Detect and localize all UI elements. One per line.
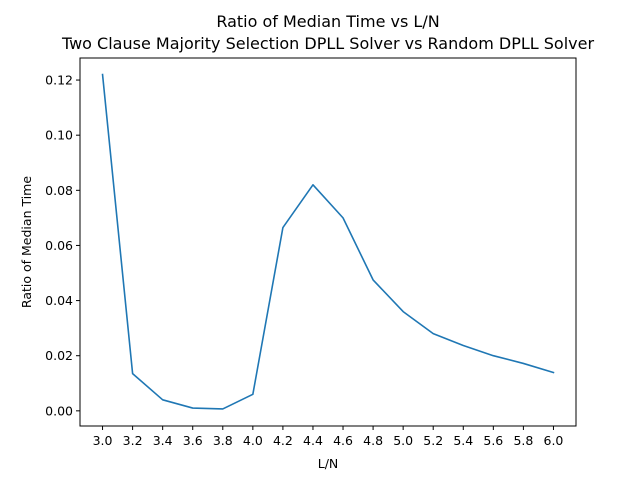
x-axis-ticks: 3.0 3.2 3.4 3.6 3.8 4.0 4.2 4.4 4.6 4.8 5.0 5.2 5.4 5… [93, 426, 564, 448]
y-tick-label: 0.02 [45, 348, 73, 363]
y-tick-label: 0.08 [45, 183, 73, 198]
series-line-0 [101, 73, 555, 410]
y-tick-label: 0.06 [45, 238, 73, 253]
x-tick-label: 3.4 [153, 433, 173, 448]
x-tick-label: 3.6 [183, 433, 203, 448]
x-tick-label: 4.2 [273, 433, 293, 448]
y-axis-label: Ratio of Median Time [19, 176, 34, 308]
chart-title: Ratio of Median Time vs L/N [216, 12, 439, 31]
x-tick-label: 4.4 [303, 433, 323, 448]
x-tick-label: 6.0 [544, 433, 564, 448]
x-tick-label: 4.6 [333, 433, 353, 448]
plot-area [79, 57, 577, 427]
y-tick-label: 0.12 [45, 73, 73, 88]
axes-frame [79, 57, 577, 427]
x-tick-label: 3.0 [93, 433, 113, 448]
y-axis-ticks: 0.00 0.02 0.04 0.06 0.08 0.10 0.12 [45, 73, 80, 418]
series-layer [101, 73, 555, 410]
x-tick-label: 3.2 [123, 433, 143, 448]
y-tick-label: 0.10 [45, 128, 73, 143]
x-tick-label: 5.8 [513, 433, 533, 448]
x-tick-label: 5.2 [423, 433, 443, 448]
x-tick-label: 5.4 [453, 433, 473, 448]
x-axis-label: L/N [318, 456, 339, 471]
chart-subtitle: Two Clause Majority Selection DPLL Solve… [61, 34, 594, 53]
x-tick-label: 3.8 [213, 433, 233, 448]
x-tick-label: 5.0 [393, 433, 413, 448]
y-tick-label: 0.04 [45, 293, 73, 308]
y-tick-label: 0.00 [45, 403, 73, 418]
x-tick-label: 5.6 [483, 433, 503, 448]
x-tick-label: 4.0 [243, 433, 263, 448]
x-tick-label: 4.8 [363, 433, 383, 448]
